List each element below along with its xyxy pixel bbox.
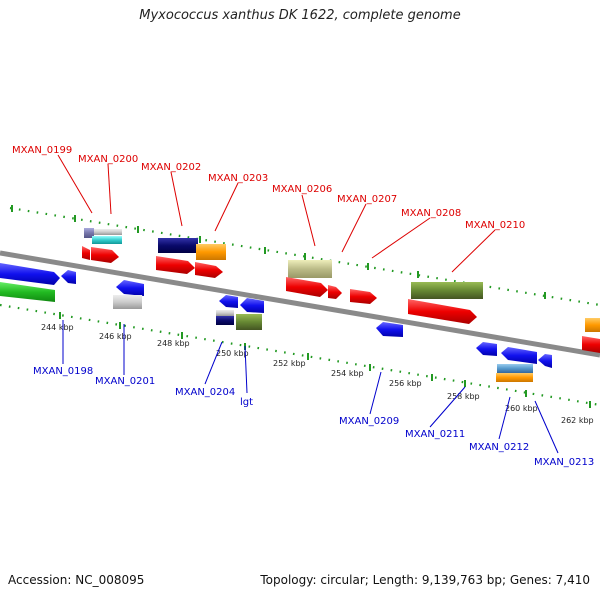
gene-arrow[interactable] [328, 285, 342, 299]
gene-arrow[interactable] [156, 256, 195, 274]
tick-label: 248 kbp [157, 339, 190, 348]
gene-arrow[interactable] [0, 282, 55, 302]
forward-strand-genes [82, 228, 600, 353]
ruler-labels: 244 kbp 246 kbp 248 kbp 250 kbp 252 kbp … [41, 323, 594, 425]
gene-arrow[interactable] [219, 295, 238, 308]
gene-arrow[interactable] [582, 336, 600, 353]
tick-label: 254 kbp [331, 369, 364, 378]
gene-arrow[interactable] [476, 342, 497, 356]
top-gene-labels: MXAN_0199 MXAN_0200 MXAN_0202 MXAN_0203 … [12, 145, 525, 231]
gene-label[interactable]: MXAN_0201 [95, 376, 155, 387]
gene-label[interactable]: MXAN_0200 [78, 154, 138, 165]
gene-label[interactable]: MXAN_0203 [208, 173, 268, 184]
gene-arrow[interactable] [0, 263, 60, 285]
genome-backbone [0, 250, 600, 358]
gene-arrow[interactable] [91, 247, 119, 263]
gene-label[interactable]: MXAN_0199 [12, 145, 72, 156]
gene-block[interactable] [496, 373, 533, 382]
gene-block[interactable] [497, 364, 533, 373]
gene-block[interactable] [411, 282, 483, 299]
gene-block[interactable] [158, 238, 198, 253]
tick-label: 250 kbp [216, 349, 249, 358]
gene-block[interactable] [113, 295, 142, 309]
gene-arrow[interactable] [408, 299, 477, 324]
gene-label[interactable]: MXAN_0212 [469, 442, 529, 453]
tick-label: 246 kbp [99, 332, 132, 341]
bottom-gene-labels: MXAN_0198 MXAN_0201 MXAN_0204 lgt MXAN_0… [33, 366, 594, 468]
gene-block[interactable] [84, 228, 94, 238]
gene-block[interactable] [585, 318, 600, 332]
tick-label: 258 kbp [447, 392, 480, 401]
gene-arrow[interactable] [538, 354, 552, 368]
genome-summary-text: Topology: circular; Length: 9,139,763 bp… [260, 573, 590, 587]
gene-label[interactable]: MXAN_0209 [339, 416, 399, 427]
gene-block[interactable] [288, 260, 332, 278]
gene-label[interactable]: MXAN_0208 [401, 208, 461, 219]
gene-arrow[interactable] [82, 246, 90, 260]
gene-arrow[interactable] [195, 262, 223, 278]
gene-block[interactable] [236, 314, 262, 330]
gene-label[interactable]: MXAN_0198 [33, 366, 93, 377]
top-leader-lines [57, 154, 496, 273]
gene-label[interactable]: MXAN_0210 [465, 220, 525, 231]
gene-label[interactable]: MXAN_0211 [405, 429, 465, 440]
gene-block[interactable] [94, 229, 122, 235]
gene-arrow[interactable] [350, 289, 377, 304]
gene-arrow[interactable] [61, 270, 76, 284]
gene-arrow[interactable] [286, 277, 328, 297]
reverse-strand-genes [0, 263, 552, 382]
gene-label[interactable]: MXAN_0206 [272, 184, 332, 195]
gene-label[interactable]: MXAN_0213 [534, 457, 594, 468]
gene-label[interactable]: MXAN_0204 [175, 387, 235, 398]
tick-label: 262 kbp [561, 416, 594, 425]
tick-label: 244 kbp [41, 323, 74, 332]
accession-text: Accession: NC_008095 [8, 573, 145, 587]
gene-block[interactable] [196, 244, 226, 260]
gene-block[interactable] [92, 236, 122, 244]
gene-label[interactable]: MXAN_0207 [337, 194, 397, 205]
bottom-leader-lines [62, 320, 559, 454]
gene-label[interactable]: MXAN_0202 [141, 162, 201, 173]
gene-block[interactable] [216, 310, 234, 316]
tick-label: 252 kbp [273, 359, 306, 368]
tick-label: 256 kbp [389, 379, 422, 388]
map-title: Myxococcus xanthus DK 1622, complete gen… [139, 8, 461, 23]
gene-arrow[interactable] [501, 347, 537, 364]
gene-arrow[interactable] [376, 322, 403, 337]
gene-label[interactable]: lgt [240, 397, 253, 408]
upper-dotted-track [9, 206, 600, 307]
gene-arrow[interactable] [240, 298, 264, 313]
tick-label: 260 kbp [505, 404, 538, 413]
gene-arrow[interactable] [116, 280, 144, 296]
gene-block[interactable] [216, 316, 234, 325]
